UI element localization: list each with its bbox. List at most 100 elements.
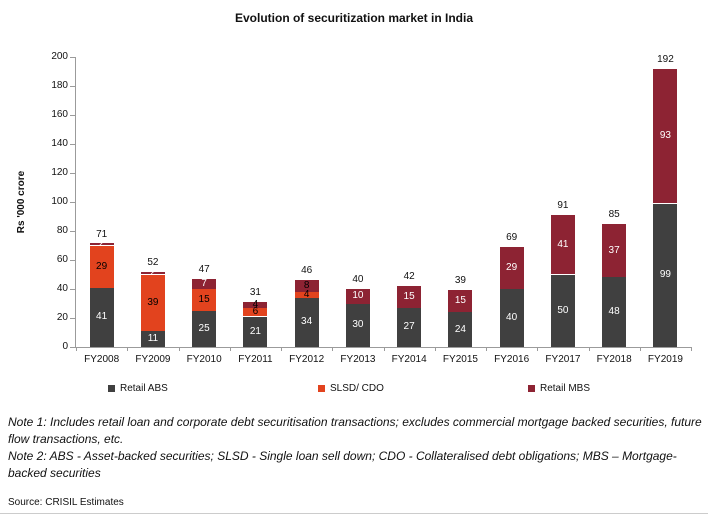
y-axis-tick-label: 60 <box>56 254 68 265</box>
x-axis-category-label: FY2017 <box>545 354 581 365</box>
x-axis-tick <box>281 347 282 351</box>
x-axis-category-label: FY2008 <box>84 354 120 365</box>
bar-segment-retail-abs: 40 <box>499 289 524 347</box>
x-axis-tick <box>179 347 180 351</box>
note-1: Note 1: Includes retail loan and corpora… <box>8 415 702 446</box>
legend-item-slsd-cdo: SLSD/ CDO <box>318 381 384 395</box>
legend-label: SLSD/ CDO <box>330 382 384 394</box>
total-value-label: 71 <box>96 229 108 241</box>
bar-segment-retail-mbs: 29 <box>499 246 524 289</box>
y-axis-tick <box>70 202 76 203</box>
segment-value-label: 25 <box>198 322 210 334</box>
legend-swatch-slsd-cdo <box>318 384 325 392</box>
bar-segment-retail-abs: 48 <box>602 277 627 347</box>
segment-value-label: 15 <box>403 290 415 302</box>
bar-segment-retail-mbs: 10 <box>345 289 370 304</box>
bar-segment-retail-abs: 34 <box>294 297 319 347</box>
segment-value-label: 29 <box>506 261 518 273</box>
y-axis-tick <box>70 260 76 261</box>
legend-label: Retail MBS <box>540 382 591 394</box>
segment-value-label: 11 <box>147 333 159 345</box>
bar-segment-slsd-cdo: 6 <box>243 307 268 317</box>
segment-value-label: 41 <box>557 238 569 250</box>
bar-segment-retail-mbs: 4 <box>243 299 268 309</box>
x-axis-tick <box>127 347 128 351</box>
y-axis-tick <box>70 144 76 145</box>
y-axis-tick-label: 100 <box>51 196 68 207</box>
segment-value-label: 2 <box>98 238 105 250</box>
bar-segment-slsd-cdo: 39 <box>140 274 165 331</box>
segment-value-label: 21 <box>249 325 261 337</box>
x-axis-category-label: FY2012 <box>289 354 325 365</box>
x-axis-tick <box>691 347 692 351</box>
bar-segment-retail-mbs: 2 <box>140 268 165 278</box>
notes-block: Note 1: Includes retail loan and corpora… <box>8 414 702 482</box>
legend: Retail ABS SLSD/ CDO Retail MBS <box>0 381 708 397</box>
y-axis-tick-label: 180 <box>51 80 68 91</box>
segment-value-label: 50 <box>557 304 569 316</box>
y-axis-tick <box>70 289 76 290</box>
y-axis-tick-label: 200 <box>51 51 68 62</box>
segment-value-label: 2 <box>150 267 156 279</box>
total-value-label: 47 <box>198 263 210 275</box>
x-axis-tick <box>435 347 436 351</box>
y-axis-tick-label: 0 <box>62 341 68 352</box>
x-axis-category-label: FY2019 <box>647 354 683 365</box>
legend-item-retail-mbs: Retail MBS <box>528 381 590 395</box>
y-axis-tick <box>70 86 76 87</box>
bar-segment-slsd-cdo: 29 <box>89 245 114 288</box>
bar-segment-retail-abs: 11 <box>140 331 165 347</box>
legend-swatch-retail-mbs <box>528 384 535 392</box>
source-text: Source: CRISIL Estimates <box>8 497 124 508</box>
y-axis-tick-label: 160 <box>51 109 68 120</box>
x-axis-category-label: FY2016 <box>494 354 530 365</box>
bar-segment-retail-mbs: 41 <box>550 215 575 275</box>
segment-value-label: 8 <box>303 280 310 292</box>
x-axis-category-label: FY2009 <box>135 354 171 365</box>
x-axis-tick <box>230 347 231 351</box>
segment-value-label: 10 <box>352 290 364 302</box>
bar-segment-retail-abs: 30 <box>345 303 370 347</box>
y-axis-tick-label: 140 <box>51 138 68 149</box>
x-axis-category-label: FY2015 <box>442 354 478 365</box>
x-axis-category-label: FY2014 <box>391 354 427 365</box>
segment-value-label: 34 <box>301 316 313 328</box>
bar-segment-retail-abs: 21 <box>243 316 268 347</box>
total-value-label: 192 <box>657 53 674 65</box>
x-axis-tick <box>589 347 590 351</box>
total-value-label: 31 <box>249 287 261 299</box>
x-axis-category-label: FY2010 <box>186 354 222 365</box>
chart-title: Evolution of securitization market in In… <box>234 11 474 25</box>
segment-value-label: 99 <box>659 269 671 281</box>
x-axis-tick <box>486 347 487 351</box>
y-axis-tick <box>70 173 76 174</box>
segment-value-label: 41 <box>96 311 108 323</box>
note-2: Note 2: ABS - Asset-backed securities; S… <box>8 449 677 480</box>
x-axis-tick <box>332 347 333 351</box>
bar-segment-retail-abs: 25 <box>192 310 217 348</box>
segment-value-label: 15 <box>454 295 466 307</box>
segment-value-label: 48 <box>608 306 620 318</box>
total-value-label: 52 <box>147 256 159 268</box>
y-axis-tick-label: 40 <box>56 283 68 294</box>
x-axis-tick <box>384 347 385 351</box>
legend-swatch-retail-abs <box>108 384 115 392</box>
bar-segment-retail-mbs: 93 <box>653 68 678 204</box>
segment-value-label: 24 <box>454 323 466 335</box>
x-axis-category-label: FY2013 <box>340 354 376 365</box>
bar-segment-slsd-cdo: 4 <box>294 289 319 299</box>
bar-segment-slsd-cdo: 15 <box>192 289 217 311</box>
segment-value-label: 27 <box>403 321 415 333</box>
total-value-label: 42 <box>403 271 415 283</box>
bar-segment-retail-mbs: 7 <box>192 278 217 290</box>
segment-value-label: 40 <box>506 312 518 323</box>
y-axis-tick-label: 120 <box>51 167 68 178</box>
total-value-label: 91 <box>557 200 569 212</box>
bar-segment-retail-abs: 24 <box>448 312 473 347</box>
y-axis-tick <box>70 115 76 116</box>
x-axis-tick <box>640 347 641 351</box>
bar-segment-retail-abs: 27 <box>397 307 422 347</box>
bar-segment-retail-abs: 41 <box>89 287 114 347</box>
y-axis-tick <box>70 57 76 58</box>
